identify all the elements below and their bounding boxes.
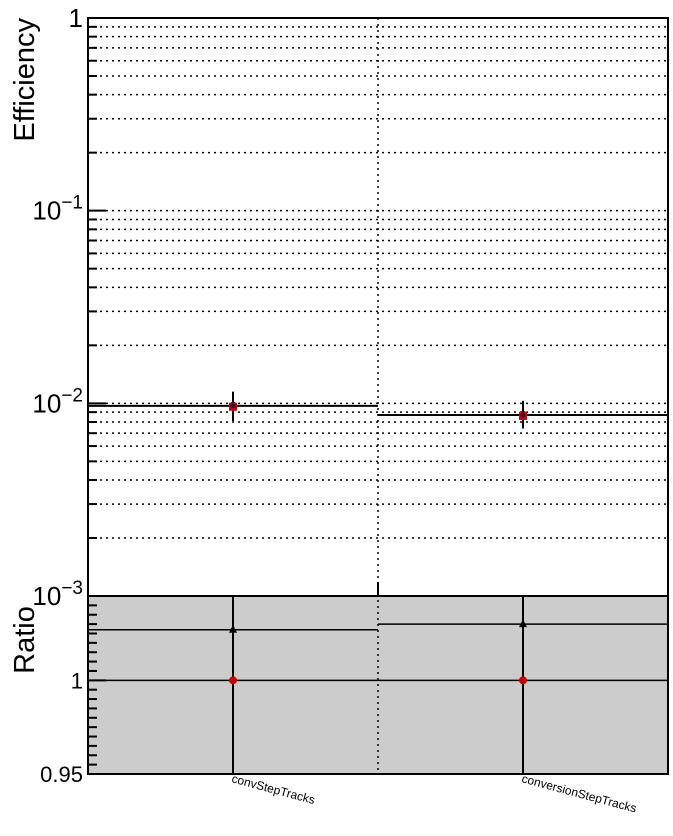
x-category-label: conversionStepTracks: [520, 771, 638, 815]
ratio-y-tick-label: 1: [71, 668, 83, 693]
x-category-label: convStepTracks: [230, 771, 316, 807]
ratio-point: [229, 624, 237, 633]
y-tick-label: 10−2: [32, 385, 83, 418]
efficiency-point-overlay: [520, 412, 526, 418]
y-tick-label-text: 10−2: [32, 385, 83, 418]
ratio-frame: [87, 595, 669, 775]
y-tick-label-text: 10−1: [32, 193, 83, 226]
y-tick-label: 10−3: [32, 578, 83, 611]
ratio-point: [519, 676, 527, 685]
y-tick-label: 1: [69, 3, 83, 33]
ratio-point: [519, 619, 527, 628]
y-tick-label: 10−1: [32, 193, 83, 226]
ratio-point: [229, 676, 237, 685]
y-tick-label-text: 1: [69, 3, 83, 33]
efficiency-axis-title: Efficiency: [9, 18, 41, 142]
ratio-y-tick-label: 0.95: [40, 762, 83, 787]
ratio-axis-title: Ratio: [9, 606, 41, 674]
efficiency-point-overlay: [230, 403, 236, 409]
y-tick-label-text: 10−3: [32, 578, 83, 611]
